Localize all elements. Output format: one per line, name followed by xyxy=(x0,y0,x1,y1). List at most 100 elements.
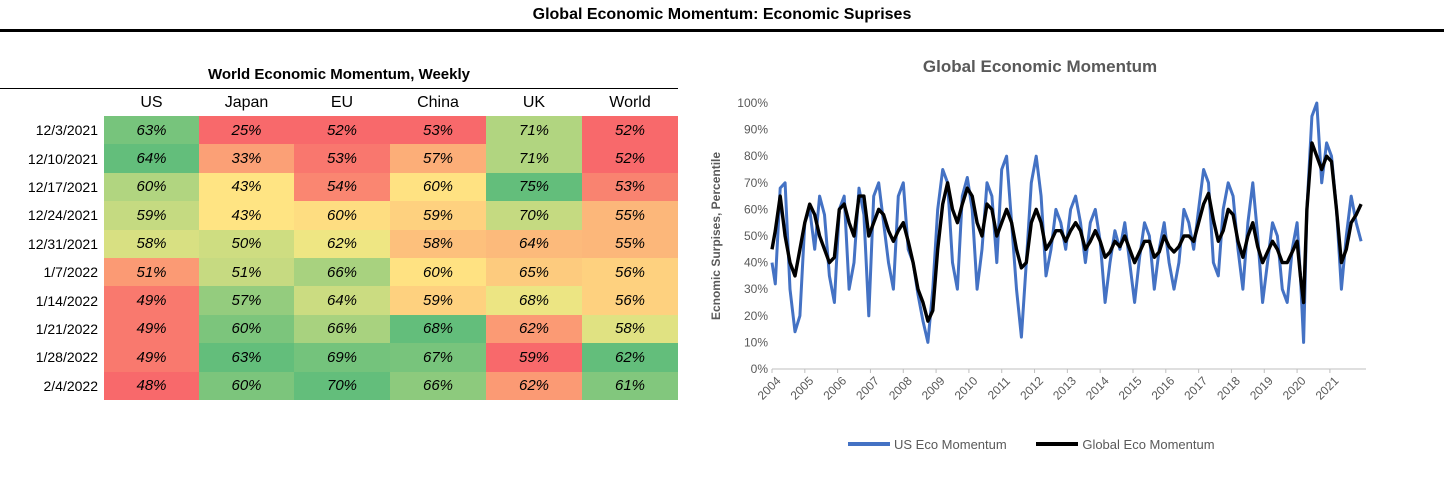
y-tick-label: 70% xyxy=(744,176,768,190)
heat-cell: 51% xyxy=(199,257,294,287)
heat-cell: 49% xyxy=(104,343,199,372)
heat-cell: 55% xyxy=(582,201,678,230)
heat-cell: 43% xyxy=(199,172,294,202)
heat-cell: 64% xyxy=(104,144,199,173)
heat-cell: 62% xyxy=(486,371,582,400)
x-tick-label: 2019 xyxy=(1247,374,1276,403)
heat-cell: 58% xyxy=(390,229,486,258)
legend-label-us: US Eco Momentum xyxy=(894,436,1007,452)
heat-cell: 66% xyxy=(294,257,390,287)
heat-cell: 71% xyxy=(486,144,582,173)
heat-cell: 59% xyxy=(390,201,486,230)
heat-cell: 60% xyxy=(104,172,199,202)
y-tick-label: 40% xyxy=(744,256,768,270)
row-date: 12/10/2021 xyxy=(27,150,98,167)
heat-cell: 43% xyxy=(199,201,294,230)
legend-swatch-us xyxy=(848,442,890,446)
heat-cell: 60% xyxy=(294,201,390,230)
x-tick-label: 2020 xyxy=(1280,374,1309,403)
table-header-row: US Japan EU China UK World xyxy=(0,90,678,116)
heat-cell: 65% xyxy=(486,257,582,287)
row-date: 2/4/2022 xyxy=(43,377,99,394)
row-date: 1/21/2022 xyxy=(35,320,98,337)
table-row: 12/10/2021 64% 33% 53% 57% 71% 52% xyxy=(0,144,678,173)
heat-cell: 59% xyxy=(390,286,486,315)
heat-cell: 69% xyxy=(294,343,390,372)
chart-legend: US Eco Momentum Global Eco Momentum xyxy=(848,434,1241,452)
legend-item-us: US Eco Momentum xyxy=(848,437,1007,452)
table-row: 1/14/2022 49% 57% 64% 59% 68% 56% xyxy=(0,286,678,315)
y-tick-label: 0% xyxy=(751,362,769,376)
series-line-global-eco-momentum xyxy=(770,141,1363,323)
heat-cell: 63% xyxy=(104,116,199,145)
heat-cell: 60% xyxy=(199,371,294,400)
table-body: 12/3/2021 63% 25% 52% 53% 71% 52% 12/10/2021 64%… xyxy=(0,116,678,400)
heat-cell: 61% xyxy=(582,371,678,400)
x-tick-label: 2006 xyxy=(820,374,849,403)
column-header: UK xyxy=(522,94,546,111)
table-header-rule xyxy=(0,88,678,89)
heat-cell: 66% xyxy=(390,371,486,400)
table-row: 1/21/2022 49% 60% 66% 68% 62% 58% xyxy=(0,314,678,344)
table-title: World Economic Momentum, Weekly xyxy=(208,66,470,83)
heat-cell: 52% xyxy=(582,144,678,173)
y-tick-label: 10% xyxy=(744,335,768,349)
heat-cell: 58% xyxy=(582,314,678,344)
x-tick-label: 2010 xyxy=(952,374,981,403)
table-row: 1/7/2022 51% 51% 66% 60% 65% 56% xyxy=(0,257,678,287)
x-tick-label: 2011 xyxy=(985,374,1013,402)
title-divider xyxy=(0,29,1444,32)
table-row: 1/28/2022 49% 63% 69% 67% 59% 62% xyxy=(0,343,678,372)
heat-cell: 53% xyxy=(582,172,678,202)
chart-title: Global Economic Momentum xyxy=(922,57,1158,76)
column-header: World xyxy=(609,94,651,111)
column-header: US xyxy=(140,94,163,111)
column-header: EU xyxy=(330,94,354,111)
x-tick-label: 2007 xyxy=(853,374,882,403)
heat-cell: 64% xyxy=(486,229,582,258)
heat-cell: 68% xyxy=(390,314,486,344)
heat-cell: 48% xyxy=(104,371,199,400)
heat-cell: 53% xyxy=(390,116,486,145)
table-row: 2/4/2022 48% 60% 70% 66% 62% 61% xyxy=(0,371,678,400)
heat-cell: 52% xyxy=(582,116,678,145)
heat-cell: 60% xyxy=(390,257,486,287)
heat-cell: 67% xyxy=(390,343,486,372)
heat-cell: 58% xyxy=(104,229,199,258)
y-tick-label: 60% xyxy=(744,202,768,216)
y-tick-label: 20% xyxy=(744,309,768,323)
heat-cell: 60% xyxy=(390,172,486,202)
heat-cell: 51% xyxy=(104,257,199,287)
heat-cell: 53% xyxy=(294,144,390,173)
heat-cell: 70% xyxy=(294,371,390,400)
x-tick-label: 2005 xyxy=(788,374,817,403)
heat-cell: 63% xyxy=(199,343,294,372)
heat-cell: 62% xyxy=(582,343,678,372)
x-tick-label: 2014 xyxy=(1083,374,1112,403)
heat-cell: 49% xyxy=(104,286,199,315)
row-date: 12/24/2021 xyxy=(27,207,98,224)
row-date: 12/17/2021 xyxy=(27,178,98,195)
x-tick-label: 2004 xyxy=(755,374,784,403)
y-tick-label: 30% xyxy=(744,282,768,296)
heat-cell: 59% xyxy=(486,343,582,372)
legend-swatch-global xyxy=(1036,442,1079,446)
x-tick-label: 2021 xyxy=(1313,374,1342,403)
y-tick-label: 100% xyxy=(737,96,768,110)
momentum-line-chart: 0%10%20%30%40%50%60%70%80%90%100%2004 200… xyxy=(709,96,1366,403)
x-tick-label: 2017 xyxy=(1181,374,1210,403)
momentum-heatmap-table: US Japan EU China UK World 12/3/2021 63% 2… xyxy=(0,90,678,400)
heat-cell: 66% xyxy=(294,314,390,344)
legend-label-global: Global Eco Momentum xyxy=(1082,436,1215,452)
heat-cell: 62% xyxy=(486,314,582,344)
table-row: 12/24/2021 59% 43% 60% 59% 70% 55% xyxy=(0,201,678,230)
heat-cell: 56% xyxy=(582,286,678,315)
heat-cell: 75% xyxy=(486,172,582,202)
series-line-us-eco-momentum xyxy=(770,101,1363,344)
row-date: 1/14/2022 xyxy=(35,292,98,309)
x-tick-label: 2015 xyxy=(1116,374,1145,403)
heat-cell: 57% xyxy=(390,144,486,173)
y-tick-label: 90% xyxy=(744,123,768,137)
x-tick-label: 2009 xyxy=(919,374,948,403)
heat-cell: 56% xyxy=(582,257,678,287)
